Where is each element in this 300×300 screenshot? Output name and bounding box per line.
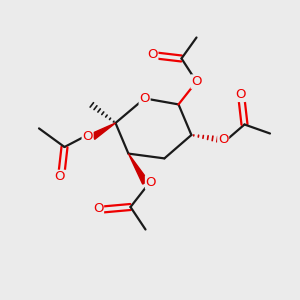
Text: O: O [55, 170, 65, 184]
Polygon shape [91, 123, 116, 139]
Text: O: O [146, 176, 156, 189]
Text: O: O [235, 88, 245, 101]
Polygon shape [128, 154, 148, 184]
Text: O: O [82, 130, 93, 143]
Text: O: O [140, 92, 150, 105]
Text: O: O [191, 75, 202, 88]
Text: O: O [147, 48, 158, 62]
Text: O: O [93, 202, 103, 215]
Text: O: O [218, 133, 229, 146]
